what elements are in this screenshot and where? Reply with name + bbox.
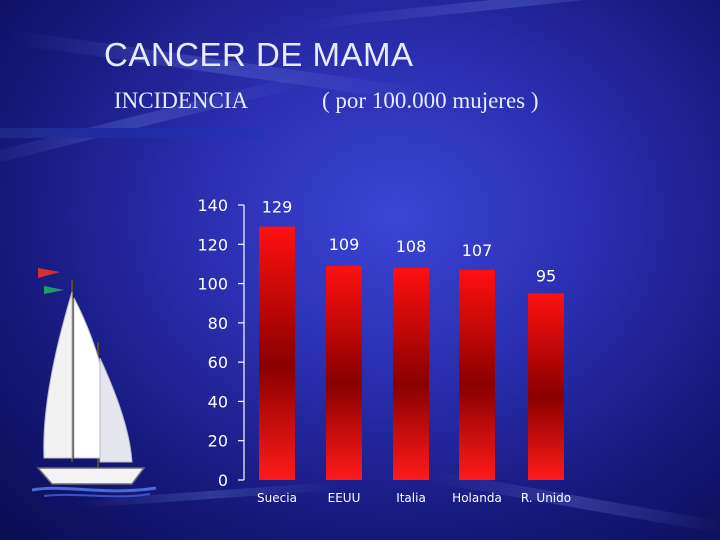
bar	[393, 267, 429, 480]
category-label: Italia	[396, 491, 426, 505]
bars-group	[259, 226, 564, 480]
bar-value-label: 129	[262, 198, 293, 217]
y-tick-label: 60	[208, 353, 228, 372]
slide-subtitle-left: INCIDENCIA	[114, 88, 249, 113]
title-underline-bar	[0, 128, 264, 138]
y-axis-ticks: 0 20 40 60 80 100 120 140	[197, 196, 244, 490]
category-label: EEUU	[328, 491, 361, 505]
bar-value-label: 108	[396, 237, 427, 256]
y-tick-label: 40	[208, 392, 228, 411]
bar	[528, 293, 564, 480]
category-label: Suecia	[257, 491, 297, 505]
slide-title: CANCER DE MAMA	[104, 36, 414, 73]
y-tick-label: 0	[218, 471, 228, 490]
category-labels-group: Suecia EEUU Italia Holanda R. Unido	[257, 491, 571, 505]
category-label: R. Unido	[521, 491, 571, 505]
y-tick-label: 80	[208, 314, 228, 333]
bar-value-label: 107	[462, 241, 493, 260]
bar-value-label: 95	[536, 266, 556, 285]
bar	[459, 269, 495, 480]
sailboat-icon	[31, 268, 157, 498]
data-labels-group: 129 109 108 107 95	[262, 198, 556, 286]
y-tick-label: 100	[197, 275, 228, 294]
slide-subtitle-right: ( por 100.000 mujeres )	[322, 88, 539, 113]
category-label: Holanda	[452, 491, 502, 505]
y-tick-label: 120	[197, 235, 228, 254]
y-tick-label: 140	[197, 196, 228, 215]
bar	[326, 265, 362, 480]
bar-value-label: 109	[329, 235, 360, 254]
y-tick-label: 20	[208, 432, 228, 451]
bar	[259, 226, 295, 480]
